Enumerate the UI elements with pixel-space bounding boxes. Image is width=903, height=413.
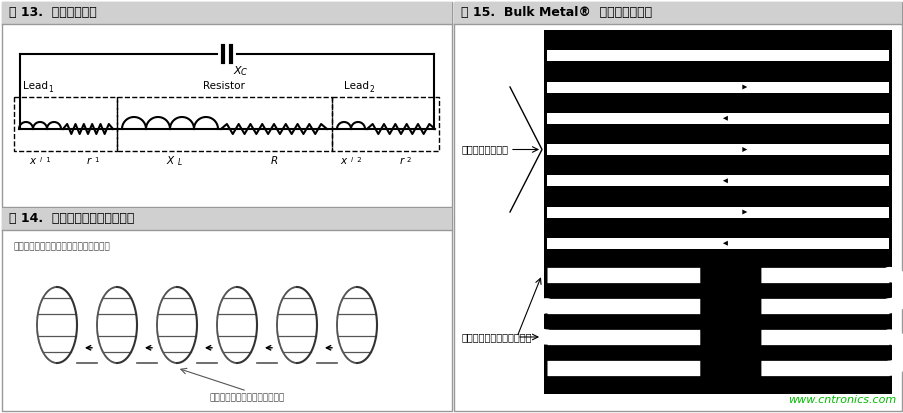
Bar [546, 50, 888, 61]
Text: 1: 1 [94, 157, 98, 163]
Text: 通过改变电流方向减少电感: 通过改变电流方向减少电感 [461, 332, 532, 342]
Bar [453, 2, 901, 24]
Text: l: l [350, 157, 352, 163]
Text: Resistor: Resistor [203, 81, 245, 91]
Bar [2, 2, 452, 24]
Text: 1: 1 [49, 85, 53, 94]
Text: www.cntronics.com: www.cntronics.com [787, 395, 895, 405]
Text: X: X [166, 156, 173, 166]
Text: X: X [233, 66, 240, 76]
Bar [331, 97, 439, 151]
Text: Lead: Lead [23, 81, 49, 91]
Bar [116, 97, 331, 151]
Text: R: R [270, 156, 277, 166]
Text: x: x [29, 156, 35, 166]
Bar [544, 30, 891, 394]
Bar [546, 113, 888, 124]
Text: 内部环形电容随着环数增设的增加而增加: 内部环形电容随着环数增设的增加而增加 [14, 242, 111, 251]
Text: l: l [40, 157, 42, 163]
Text: x: x [340, 156, 346, 166]
Text: r: r [87, 156, 91, 166]
Text: 图 13.  电阻等效电路: 图 13. 电阻等效电路 [9, 7, 97, 19]
Text: 连续减少极间电容: 连续减少极间电容 [461, 145, 508, 154]
Bar [453, 2, 901, 411]
Text: 邻近环路电流方向相同对加电感: 邻近环路电流方向相同对加电感 [209, 393, 284, 402]
Text: 2: 2 [406, 157, 411, 163]
Text: 图 15.  Bulk Metal®  箔电阻平面设计: 图 15. Bulk Metal® 箔电阻平面设计 [461, 7, 651, 19]
Bar [546, 238, 888, 249]
Bar [2, 208, 452, 411]
Text: 图 14.  线绕电阻中的电容和电感: 图 14. 线绕电阻中的电容和电感 [9, 213, 135, 225]
Bar [546, 175, 888, 186]
Bar [2, 208, 452, 230]
Bar [546, 81, 888, 93]
Text: C: C [241, 68, 247, 77]
Text: 1: 1 [44, 157, 51, 163]
Bar [14, 97, 116, 151]
Text: r: r [399, 156, 404, 166]
Bar [546, 206, 888, 218]
Text: Lead: Lead [344, 81, 369, 91]
Text: L: L [178, 158, 182, 167]
Text: 2: 2 [355, 157, 361, 163]
Text: 2: 2 [369, 85, 374, 94]
Bar [2, 2, 452, 207]
Bar [546, 144, 888, 155]
